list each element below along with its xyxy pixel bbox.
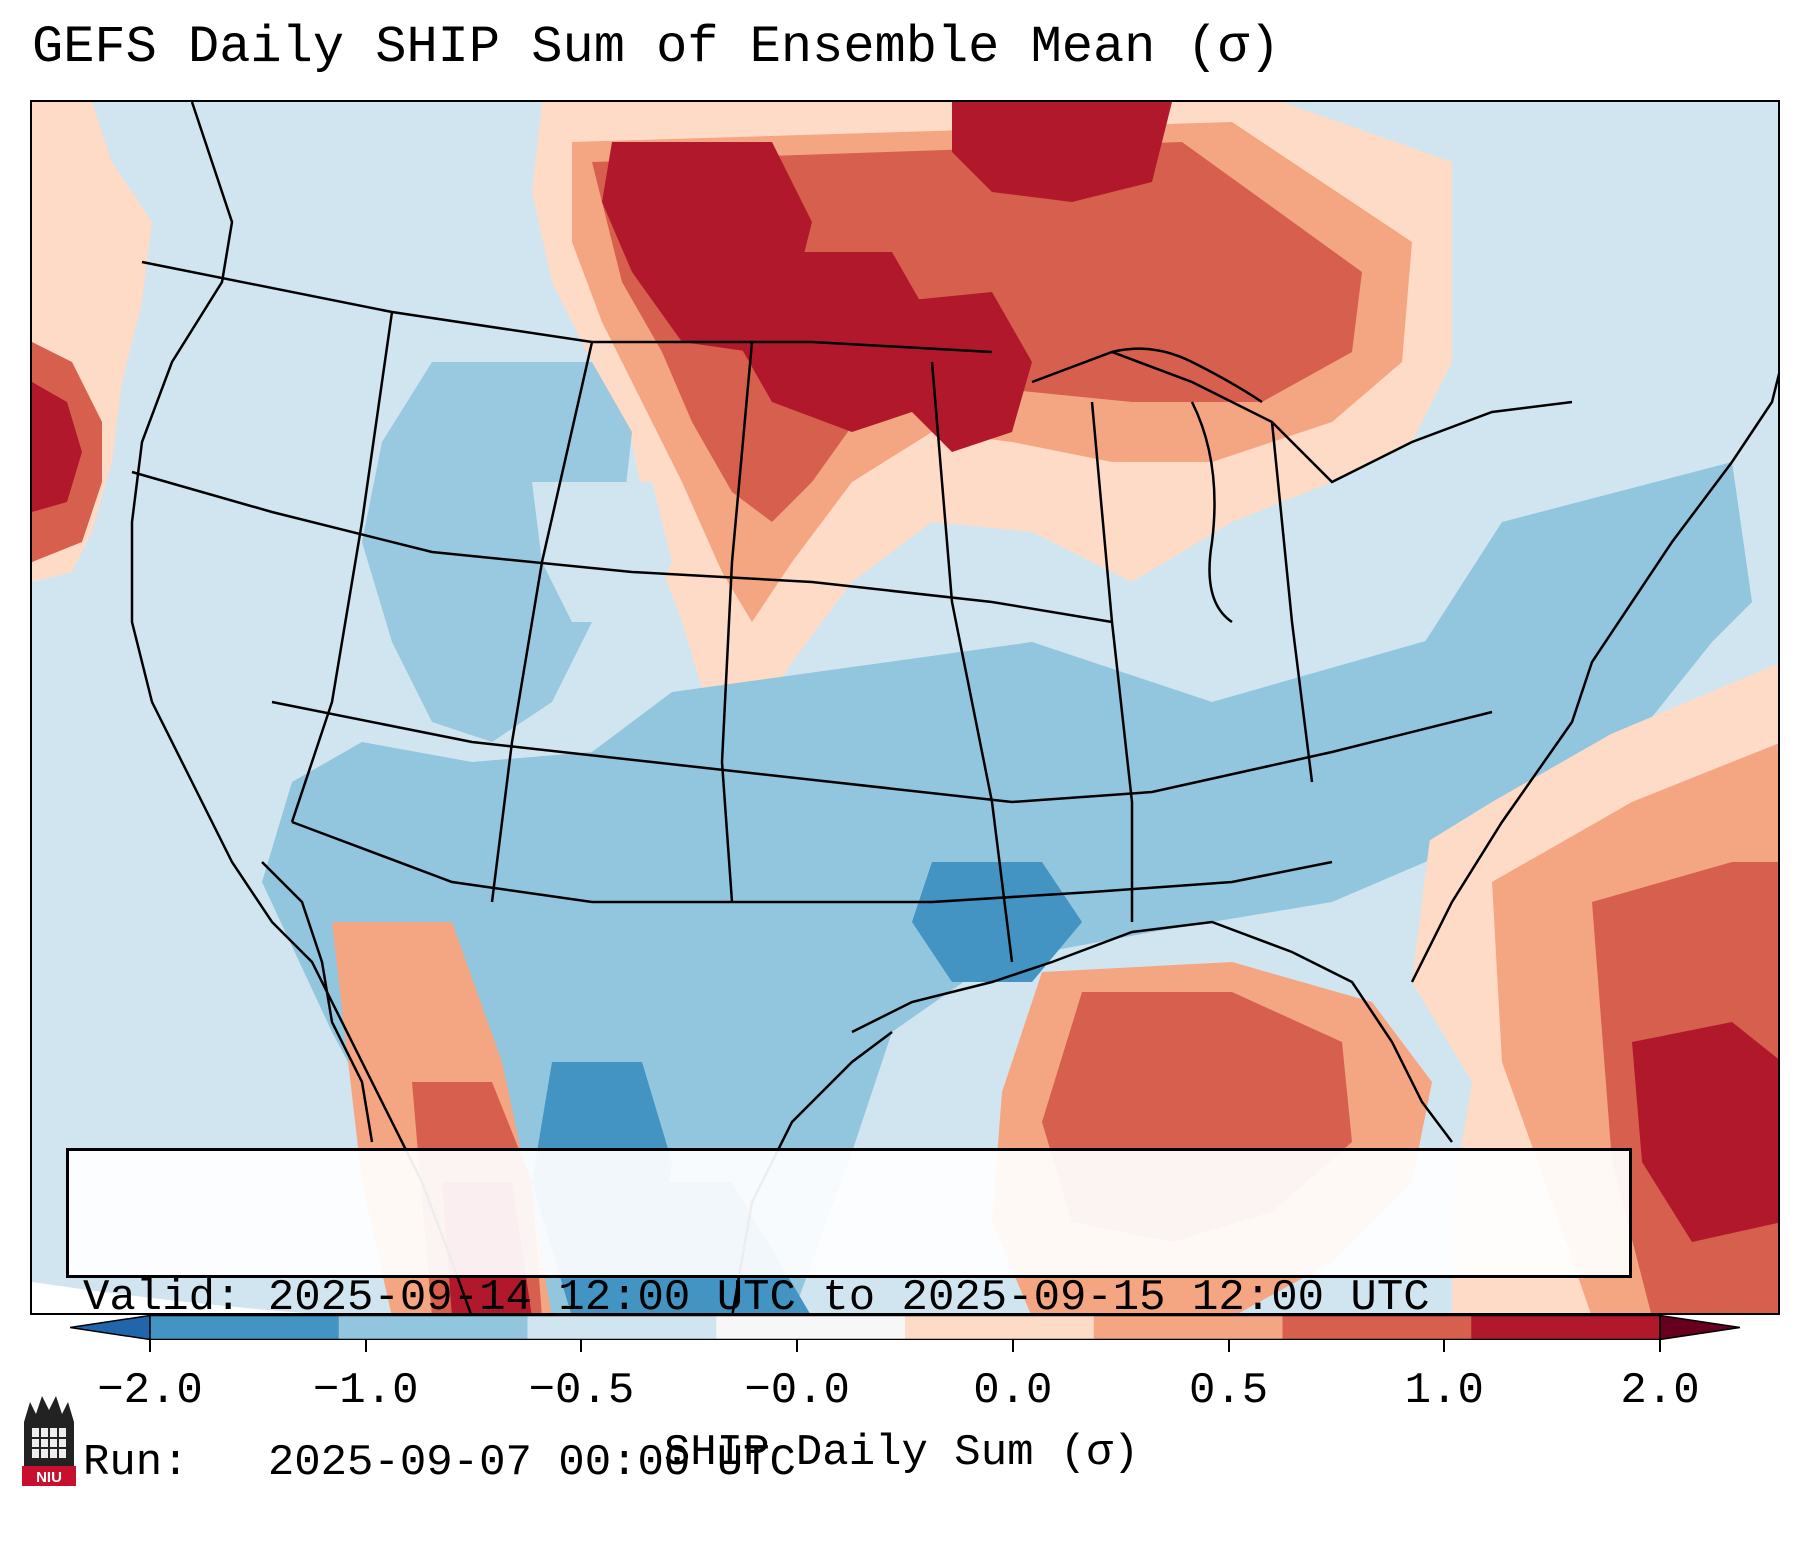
state-border-row-1 xyxy=(131,470,1113,624)
colorbar-tick-label: 0.5 xyxy=(1188,1366,1269,1416)
colorbar-tick-mark xyxy=(1443,1340,1446,1352)
baja-coastline xyxy=(261,861,374,1143)
ontario-hot-spot xyxy=(952,102,1172,202)
colorbar-outline xyxy=(149,1315,1661,1340)
east-coast-cool-band xyxy=(1332,462,1752,882)
colorbar-segment xyxy=(1471,1315,1661,1340)
colorbar-segment xyxy=(1093,1315,1283,1340)
colorbar-segment xyxy=(527,1315,717,1340)
state-border-col-5 xyxy=(1090,401,1134,922)
valid-value: 2025-09-14 12:00 UTC to 2025-09-15 12:00… xyxy=(267,1273,1430,1323)
logo-window-grid xyxy=(32,1428,66,1458)
colorbar-segment xyxy=(1282,1315,1472,1340)
us-canada-border-east xyxy=(1031,350,1573,484)
projection-edge-bottom xyxy=(32,1282,305,1313)
colorbar-under-arrow xyxy=(70,1315,151,1340)
lake-superior-shore xyxy=(1111,347,1263,404)
colorbar-tick-label: −0.5 xyxy=(528,1366,635,1416)
colorbar-segment xyxy=(150,1315,340,1340)
colorbar-segment xyxy=(716,1315,906,1340)
state-border-col-4 xyxy=(930,361,1014,963)
colorbar-tick-mark xyxy=(364,1340,367,1352)
run-row: Run: 2025-09-07 00:00 UTC xyxy=(83,1436,1615,1491)
colorbar-segment xyxy=(905,1315,1095,1340)
colorbar-tick-label: −0.0 xyxy=(744,1366,850,1416)
niu-logo-icon: NIU xyxy=(22,1396,76,1486)
valid-run-info-box: Valid: 2025-09-14 12:00 UTC to 2025-09-1… xyxy=(66,1148,1632,1488)
colorbar-over-arrow xyxy=(1659,1315,1740,1340)
colorbar-tick-mark xyxy=(580,1340,583,1352)
state-border-row-2 xyxy=(271,700,1493,804)
run-value: 2025-09-07 00:00 UTC xyxy=(267,1438,796,1488)
colorbar-segment xyxy=(338,1315,528,1340)
colorbar-tick-mark xyxy=(149,1340,151,1352)
logo-red-band xyxy=(22,1466,76,1486)
pacific-coastline xyxy=(130,102,472,1313)
colorbar-tick-mark xyxy=(1659,1340,1661,1352)
logo-text: NIU xyxy=(36,1469,62,1486)
colorbar xyxy=(70,1315,1740,1340)
colorbar-tick-mark xyxy=(1011,1340,1014,1352)
colorbar-tick-label: 1.0 xyxy=(1404,1366,1484,1416)
colorbar-tick-label: −1.0 xyxy=(312,1366,419,1416)
map-canvas xyxy=(32,102,1778,1313)
map-title: GEFS Daily SHIP Sum of Ensemble Mean (σ) xyxy=(32,18,1281,77)
gulf-coastline xyxy=(851,920,1453,1143)
caribbean-hot-spot xyxy=(1632,1022,1778,1242)
minnesota-hot-spot xyxy=(892,292,1032,452)
state-border-col-6 xyxy=(1270,421,1314,783)
pacific-warm-peak xyxy=(32,382,82,512)
rockies-neutral-patch xyxy=(532,482,672,622)
colorbar-tick-label: 2.0 xyxy=(1620,1366,1700,1416)
lake-michigan-shore xyxy=(1190,401,1233,624)
rockies-cool-patch xyxy=(362,362,632,742)
colorbar-tick-mark xyxy=(796,1340,799,1352)
state-border-col-1 xyxy=(290,311,394,823)
state-border-row-3 xyxy=(291,820,1333,904)
louisiana-cool-core xyxy=(912,862,1082,982)
state-border-col-2 xyxy=(490,341,594,903)
map-panel xyxy=(30,100,1780,1315)
state-border-col-3 xyxy=(720,341,754,903)
geographic-boundaries xyxy=(130,102,1778,1313)
colorbar-tick-label: −2.0 xyxy=(97,1366,203,1416)
valid-label: Valid: xyxy=(83,1273,242,1323)
colorbar-tick-mark xyxy=(1227,1340,1230,1352)
run-label: Run: xyxy=(83,1438,189,1488)
atlantic-coastline xyxy=(1410,372,1778,983)
valid-row: Valid: 2025-09-14 12:00 UTC to 2025-09-1… xyxy=(83,1271,1615,1326)
colorbar-label: SHIP Daily Sum (σ) xyxy=(663,1428,1140,1478)
colorbar-tick-label: 0.0 xyxy=(973,1366,1053,1416)
colorbar-segments xyxy=(70,1315,1740,1340)
